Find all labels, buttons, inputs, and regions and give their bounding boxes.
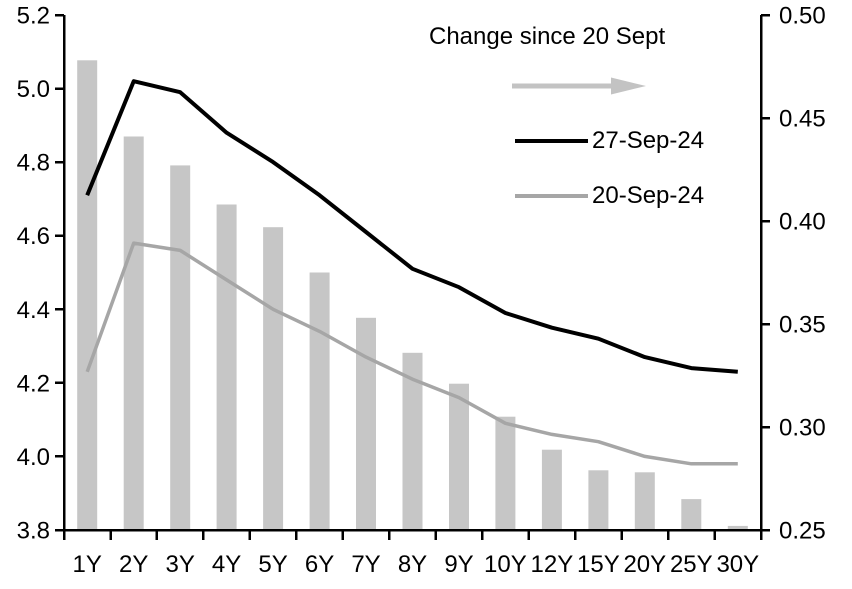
bar-10Y	[495, 416, 516, 530]
x-tick-label-5Y: 5Y	[258, 551, 287, 578]
legend-item-27-sep: 27-Sep-24	[515, 127, 704, 155]
left-tick-label-4.6: 4.6	[17, 223, 50, 250]
right-tick-label-0.25: 0.25	[779, 518, 826, 545]
legend-label-20-sep: 20-Sep-24	[592, 182, 705, 209]
bar-5Y	[263, 227, 284, 530]
bar-6Y	[309, 272, 330, 530]
bar-7Y	[356, 317, 376, 530]
axes	[55, 13, 770, 540]
x-tick-label-7Y: 7Y	[351, 551, 380, 578]
bar-25Y	[681, 499, 702, 530]
bar-30Y	[727, 525, 748, 530]
x-tick-label-12Y: 12Y	[531, 551, 574, 578]
axis-labels: 5.2 5.0 4.8 4.6 4.4 4.2 4.0 3.8 0.50 0.45 0.40 0.35…	[17, 3, 826, 579]
x-tick-label-25Y: 25Y	[670, 551, 713, 578]
x-tick-label-15Y: 15Y	[577, 551, 620, 578]
right-tick-label-0.45: 0.45	[779, 106, 826, 133]
left-tick-label-4.2: 4.2	[17, 370, 50, 397]
x-tick-label-1Y: 1Y	[73, 551, 102, 578]
x-tick-label-2Y: 2Y	[119, 551, 148, 578]
x-tick-label-10Y: 10Y	[484, 551, 527, 578]
right-tick-label-0.40: 0.40	[779, 209, 826, 236]
line-27-Sep-24	[85, 79, 738, 374]
right-tick-label-0.35: 0.35	[779, 312, 826, 339]
x-tick-label-8Y: 8Y	[398, 551, 427, 578]
legend-title: Change since 20 Sept	[429, 23, 666, 50]
bar-1Y	[77, 60, 98, 531]
x-tick-label-6Y: 6Y	[305, 551, 334, 578]
bar-20Y	[634, 472, 655, 530]
x-tick-label-4Y: 4Y	[212, 551, 241, 578]
bar-15Y	[588, 470, 609, 530]
black-line-key-icon	[515, 139, 588, 143]
left-tick-label-4.8: 4.8	[17, 150, 50, 177]
bar-12Y	[541, 449, 562, 530]
right-tick-label-0.30: 0.30	[779, 415, 826, 442]
bar-4Y	[216, 204, 237, 530]
legend-item-20-sep: 20-Sep-24	[515, 182, 704, 210]
right-arrow-icon	[512, 77, 646, 95]
left-tick-label-4.4: 4.4	[17, 297, 50, 324]
left-tick-label-5.0: 5.0	[17, 76, 50, 103]
left-tick-label-5.2: 5.2	[17, 3, 50, 30]
legend-label-27-sep: 27-Sep-24	[592, 127, 705, 154]
bar-2Y	[123, 136, 144, 530]
line-20-Sep-24	[85, 241, 738, 466]
gray-line-key-icon	[515, 194, 588, 198]
left-tick-label-4.0: 4.0	[17, 444, 50, 471]
left-tick-label-3.8: 3.8	[17, 518, 50, 545]
x-tick-label-3Y: 3Y	[166, 551, 195, 578]
bar-8Y	[402, 352, 423, 530]
bar-3Y	[170, 165, 191, 530]
x-tick-label-9Y: 9Y	[444, 551, 473, 578]
bar-9Y	[449, 383, 469, 530]
bar-series-change	[77, 60, 748, 531]
x-tick-label-30Y: 30Y	[716, 551, 759, 578]
x-tick-label-20Y: 20Y	[623, 551, 666, 578]
right-tick-label-0.50: 0.50	[779, 3, 826, 30]
